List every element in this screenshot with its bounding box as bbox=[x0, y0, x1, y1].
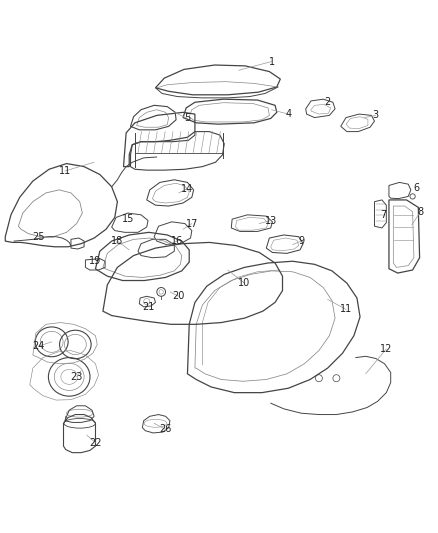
Text: 15: 15 bbox=[122, 214, 134, 224]
Text: 18: 18 bbox=[111, 236, 124, 246]
Text: 7: 7 bbox=[380, 210, 386, 220]
Text: 20: 20 bbox=[173, 291, 185, 301]
Text: 22: 22 bbox=[89, 438, 102, 448]
Text: 8: 8 bbox=[417, 207, 424, 217]
Text: 4: 4 bbox=[285, 109, 291, 119]
Text: 21: 21 bbox=[142, 302, 154, 312]
Text: 9: 9 bbox=[298, 236, 304, 246]
Text: 17: 17 bbox=[186, 219, 198, 229]
Text: 10: 10 bbox=[238, 278, 251, 288]
Text: 1: 1 bbox=[268, 56, 275, 67]
Text: 11: 11 bbox=[340, 304, 352, 314]
Text: 24: 24 bbox=[32, 341, 45, 351]
Text: 6: 6 bbox=[413, 183, 419, 192]
Text: 5: 5 bbox=[184, 114, 191, 124]
Text: 3: 3 bbox=[373, 110, 379, 120]
Text: 26: 26 bbox=[159, 424, 172, 434]
Text: 25: 25 bbox=[32, 232, 45, 242]
Text: 13: 13 bbox=[265, 215, 277, 225]
Text: 2: 2 bbox=[325, 97, 331, 107]
Text: 11: 11 bbox=[59, 166, 71, 176]
Text: 19: 19 bbox=[89, 256, 102, 266]
Text: 14: 14 bbox=[181, 183, 194, 193]
Text: 23: 23 bbox=[71, 372, 83, 382]
Text: 16: 16 bbox=[171, 236, 184, 246]
Text: 12: 12 bbox=[380, 344, 392, 354]
